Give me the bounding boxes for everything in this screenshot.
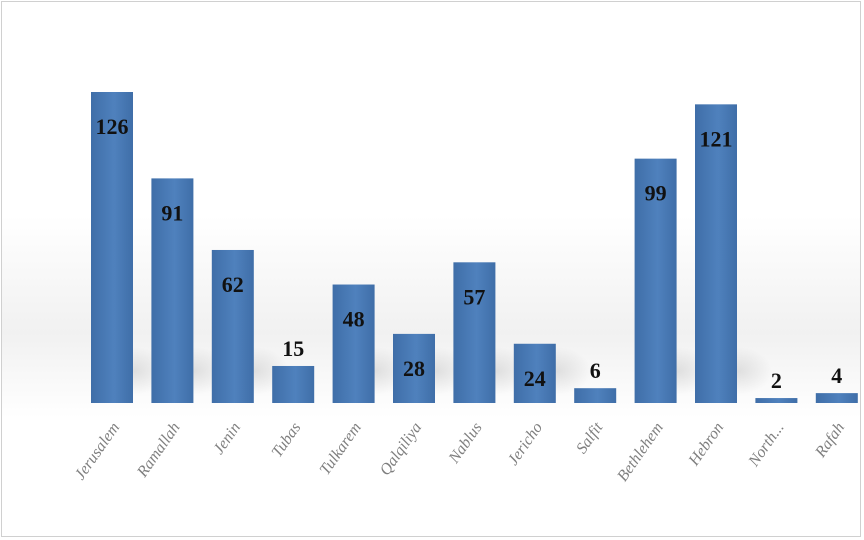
bar-rafah	[815, 393, 858, 403]
bar-jerusalem	[91, 92, 133, 403]
data-label-jerusalem: 126	[96, 114, 129, 139]
category-label-jericho: Jericho	[505, 420, 546, 469]
data-label-north: 2	[771, 368, 782, 393]
data-label-bethlehem: 99	[645, 181, 667, 206]
data-label-jenin: 62	[222, 272, 244, 297]
category-label-tubas: Tubas	[269, 420, 305, 461]
bars	[91, 92, 858, 403]
bar-hebron	[695, 104, 737, 403]
bar-jenin	[211, 249, 254, 403]
bar-tulkarem	[332, 284, 375, 403]
bar-nablus	[453, 262, 496, 403]
bar-north	[755, 398, 798, 403]
category-label-jerusalem: Jerusalem	[72, 420, 124, 484]
category-axis-labels: Jerusalem Ramallah Jenin Tubas Tulkarem Qalqi…	[72, 419, 848, 485]
category-label-hebron: Hebron	[685, 420, 727, 470]
bar-ramallah	[151, 178, 194, 403]
category-label-rafah: Rafah	[812, 420, 848, 462]
category-label-north: North...	[745, 420, 788, 471]
data-label-tulkarem: 48	[343, 307, 365, 332]
category-label-salfit: Salfit	[573, 419, 607, 457]
category-label-ramallah: Ramallah	[133, 420, 183, 482]
data-label-qalqiliya: 28	[403, 356, 425, 381]
category-label-jenin: Jenin	[210, 420, 244, 458]
data-label-jericho: 24	[524, 366, 546, 391]
data-label-ramallah: 91	[161, 200, 183, 225]
bar-jericho	[513, 343, 556, 403]
category-label-qalqiliya: Qalqiliya	[377, 420, 426, 479]
data-label-hebron: 121	[700, 126, 733, 151]
bar-bethlehem	[634, 158, 677, 403]
category-label-nablus: Nablus	[445, 420, 486, 468]
data-label-tubas: 15	[282, 336, 304, 361]
bar-salfit	[574, 388, 617, 403]
bar-tubas	[272, 365, 315, 403]
data-label-salfit: 6	[590, 358, 601, 383]
category-label-bethlehem: Bethlehem	[614, 420, 667, 485]
data-label-rafah: 4	[831, 363, 842, 388]
category-label-tulkarem: Tulkarem	[317, 420, 365, 479]
bar-qalqiliya	[393, 333, 435, 403]
data-label-nablus: 57	[463, 284, 485, 309]
